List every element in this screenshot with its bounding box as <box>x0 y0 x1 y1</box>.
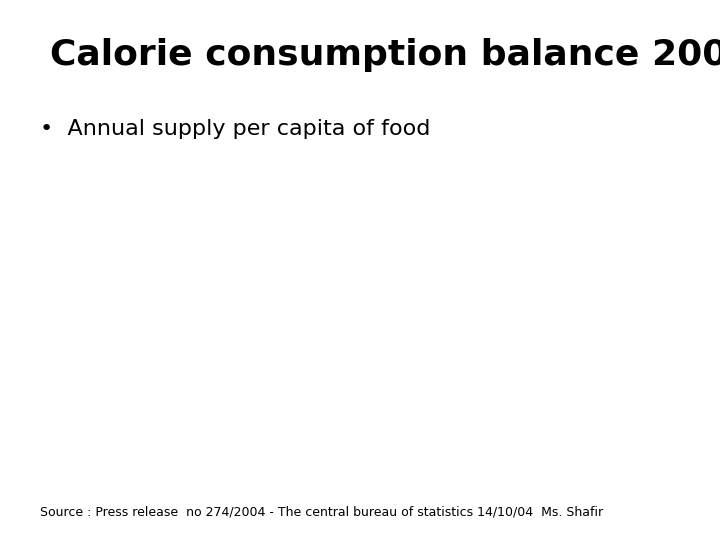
Text: •  Annual supply per capita of food: • Annual supply per capita of food <box>40 119 430 139</box>
Text: Source : Press release  no 274/2004 - The central bureau of statistics 14/10/04 : Source : Press release no 274/2004 - The… <box>40 505 603 518</box>
Text: Calorie consumption balance 2003: Calorie consumption balance 2003 <box>50 38 720 72</box>
